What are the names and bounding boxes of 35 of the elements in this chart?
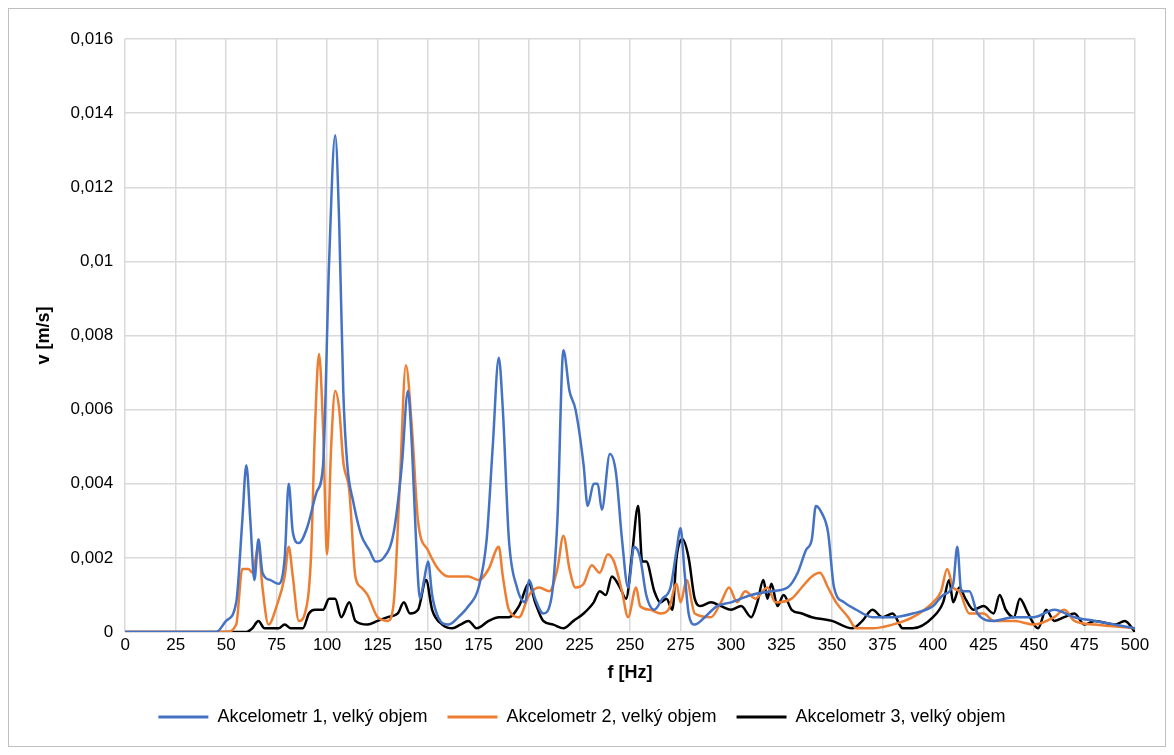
legend-label: Akcelometr 2, velký objem xyxy=(506,705,717,726)
x-tick-label: 450 xyxy=(1019,634,1049,654)
y-tick-label: 0,016 xyxy=(70,28,114,48)
y-tick-label: 0,012 xyxy=(70,176,114,196)
y-tick-label: 0,004 xyxy=(70,473,114,493)
x-tick-label: 300 xyxy=(716,634,746,654)
x-tick-label: 425 xyxy=(969,634,998,654)
x-tick-label: 75 xyxy=(267,634,287,654)
legend-label: Akcelometr 3, velký objem xyxy=(795,705,1006,726)
y-tick-label: 0,014 xyxy=(70,102,114,122)
y-tick-label: 0 xyxy=(103,621,114,641)
y-tick-label: 0,006 xyxy=(70,399,114,419)
y-tick-label: 0,002 xyxy=(70,547,114,567)
x-axis-title: f [Hz] xyxy=(607,662,653,683)
x-tick-label: 150 xyxy=(413,634,443,654)
x-tick-label: 375 xyxy=(868,634,897,654)
x-tick-label: 0 xyxy=(120,634,130,654)
x-tick-label: 50 xyxy=(216,634,236,654)
x-tick-label: 225 xyxy=(565,634,594,654)
x-tick-label: 325 xyxy=(767,634,796,654)
x-tick-label: 350 xyxy=(817,634,847,654)
x-tick-label: 200 xyxy=(514,634,544,654)
x-tick-label: 475 xyxy=(1070,634,1099,654)
x-tick-label: 175 xyxy=(464,634,493,654)
x-tick-label: 100 xyxy=(312,634,342,654)
x-tick-label: 250 xyxy=(615,634,645,654)
x-tick-label: 275 xyxy=(666,634,695,654)
x-tick-label: 400 xyxy=(918,634,948,654)
y-tick-label: 0,008 xyxy=(70,325,114,345)
x-tick-label: 500 xyxy=(1120,634,1150,654)
x-tick-label: 25 xyxy=(166,634,186,654)
y-axis-title: v [m/s] xyxy=(32,306,53,365)
legend-label: Akcelometr 1, velký objem xyxy=(217,705,428,726)
y-tick-label: 0,01 xyxy=(80,251,114,271)
x-tick-label: 125 xyxy=(363,634,392,654)
